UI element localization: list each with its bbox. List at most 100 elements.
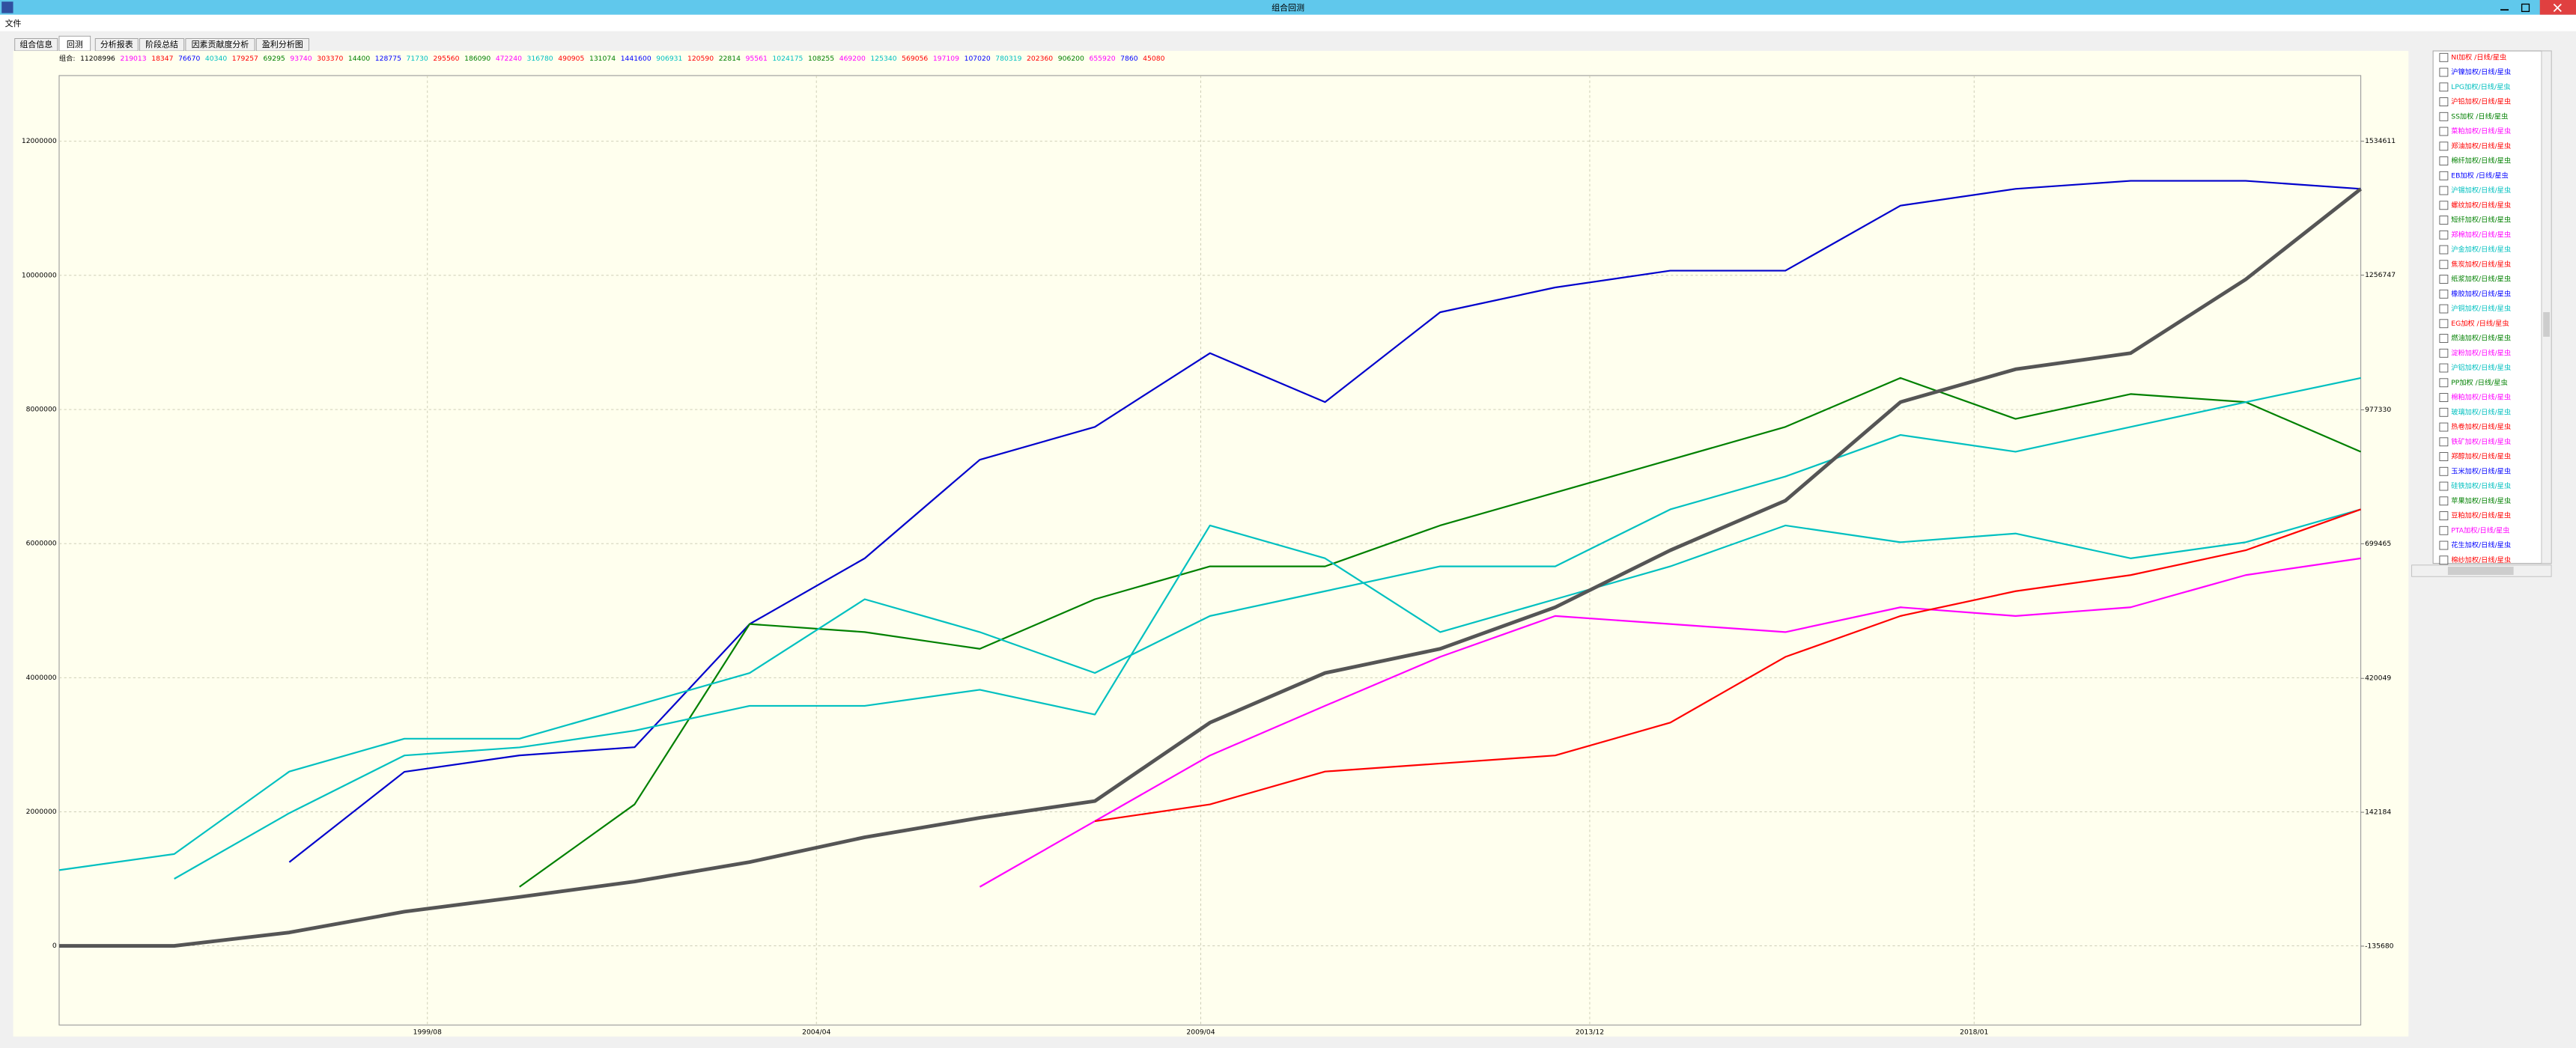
checkbox[interactable] — [2439, 156, 2449, 165]
instrument-label[interactable]: 纸浆加权/日线/星虫 — [2451, 275, 2511, 284]
checkbox[interactable] — [2439, 511, 2449, 520]
checkbox[interactable] — [2439, 481, 2449, 491]
instrument-label[interactable]: 玉米加权/日线/星虫 — [2451, 466, 2511, 475]
checkbox[interactable] — [2439, 67, 2449, 77]
instrument-label[interactable]: 沪铅加权/日线/星虫 — [2451, 97, 2511, 106]
checkbox[interactable] — [2439, 363, 2449, 373]
title-bar — [0, 0, 2576, 15]
instrument-label[interactable]: 热卷加权/日线/星虫 — [2451, 422, 2511, 431]
tab-label[interactable]: 分析报表 — [100, 39, 133, 49]
instrument-label[interactable]: 焦炭加权/日线/星虫 — [2451, 260, 2511, 269]
checkbox[interactable] — [2439, 304, 2449, 314]
instrument-label[interactable]: EB加权 /日线/星虫 — [2451, 171, 2508, 180]
instrument-label[interactable]: 短纤加权/日线/星虫 — [2451, 216, 2511, 225]
plot-frame — [58, 75, 2362, 1026]
checkbox[interactable] — [2439, 82, 2449, 92]
checkbox[interactable] — [2439, 407, 2449, 417]
tab-label[interactable]: 盈利分析图 — [262, 39, 303, 49]
instrument-label[interactable]: 橡胶加权/日线/星虫 — [2451, 289, 2511, 298]
instrument-label[interactable]: 沪铜加权/日线/星虫 — [2451, 304, 2511, 313]
y2-tick-label: 1534611 — [2365, 137, 2396, 145]
checkbox[interactable] — [2439, 437, 2449, 447]
instrument-label[interactable]: 棉粕加权/日线/星虫 — [2451, 393, 2511, 402]
checkbox[interactable] — [2439, 245, 2449, 255]
checkbox[interactable] — [2439, 201, 2449, 210]
checkbox[interactable] — [2439, 216, 2449, 225]
checkbox[interactable] — [2439, 422, 2449, 432]
checkbox[interactable] — [2439, 275, 2449, 284]
v-scroll-thumb[interactable] — [2543, 311, 2550, 337]
y2-tick-label: 977330 — [2365, 406, 2391, 414]
instrument-label[interactable]: 沪镍加权/日线/星虫 — [2451, 67, 2511, 76]
checkbox[interactable] — [2439, 393, 2449, 402]
checkbox[interactable] — [2439, 97, 2449, 106]
checkbox[interactable] — [2439, 260, 2449, 269]
instrument-label[interactable]: 豆粕加权/日线/星虫 — [2451, 511, 2511, 520]
checkbox[interactable] — [2439, 452, 2449, 461]
checkbox[interactable] — [2439, 230, 2449, 240]
instrument-label[interactable]: 硅铁加权/日线/星虫 — [2451, 481, 2511, 490]
instrument-label[interactable]: 菜粕加权/日线/星虫 — [2451, 127, 2511, 135]
y2-tick-label: 1256747 — [2365, 271, 2396, 279]
instrument-label[interactable]: 苹果加权/日线/星虫 — [2451, 496, 2511, 505]
tab-label[interactable]: 组合信息 — [19, 39, 52, 49]
header-value: 219013 — [120, 54, 146, 62]
instrument-label[interactable]: 铁矿加权/日线/星虫 — [2451, 437, 2511, 446]
tab-label[interactable]: 因素贡献度分析 — [192, 39, 249, 49]
checkbox[interactable] — [2439, 52, 2449, 62]
instrument-label[interactable]: 郑醇加权/日线/星虫 — [2451, 452, 2511, 461]
header-value: 69295 — [264, 54, 285, 62]
checkbox[interactable] — [2439, 186, 2449, 195]
header-value: 316780 — [527, 54, 553, 62]
header-value: 197109 — [933, 54, 959, 62]
h-scroll-thumb[interactable] — [2447, 567, 2514, 576]
instrument-label[interactable]: 玻璃加权/日线/星虫 — [2451, 407, 2511, 416]
header-label: 组合: — [59, 53, 76, 62]
instrument-label[interactable]: 淀粉加权/日线/星虫 — [2451, 348, 2511, 357]
instrument-label[interactable]: 沪金加权/日线/星虫 — [2451, 245, 2511, 254]
checkbox[interactable] — [2439, 378, 2449, 388]
checkbox[interactable] — [2439, 466, 2449, 476]
checkbox[interactable] — [2439, 127, 2449, 136]
instrument-label[interactable]: NI加权 /日线/星虫 — [2451, 52, 2506, 61]
checkbox[interactable] — [2439, 334, 2449, 343]
checkbox[interactable] — [2439, 496, 2449, 506]
x-tick-label: 1999/08 — [413, 1029, 442, 1037]
instrument-label[interactable]: 燃油加权/日线/星虫 — [2451, 334, 2511, 343]
instrument-label[interactable]: EG加权 /日线/星虫 — [2451, 319, 2509, 328]
checkbox[interactable] — [2439, 319, 2449, 329]
restore-button[interactable] — [2521, 3, 2530, 13]
instrument-label[interactable]: 郑棉加权/日线/星虫 — [2451, 230, 2511, 239]
instrument-label[interactable]: 棉纤加权/日线/星虫 — [2451, 156, 2511, 165]
header-value: 780319 — [995, 54, 1021, 62]
instrument-label[interactable]: 棉纱加权/日线/星虫 — [2451, 555, 2511, 564]
checkbox[interactable] — [2439, 289, 2449, 299]
instrument-label[interactable]: PP加权 /日线/星虫 — [2451, 378, 2507, 387]
instrument-label[interactable]: 螺纹加权/日线/星虫 — [2451, 201, 2511, 210]
instrument-label[interactable]: 郑油加权/日线/星虫 — [2451, 141, 2511, 150]
y-tick-label: 2000000 — [26, 808, 57, 816]
instrument-label[interactable]: SS加权 /日线/星虫 — [2451, 112, 2508, 121]
instrument-label[interactable]: LPG加权/日线/星虫 — [2451, 82, 2510, 91]
tab-label[interactable]: 阶段总结 — [145, 39, 178, 49]
instrument-label[interactable]: 沪锡加权/日线/星虫 — [2451, 186, 2511, 195]
header-value: 128775 — [375, 54, 401, 62]
header-value: 179257 — [232, 54, 258, 62]
checkbox[interactable] — [2439, 525, 2449, 535]
header-value: 906200 — [1058, 54, 1084, 62]
checkbox[interactable] — [2439, 555, 2449, 565]
checkbox[interactable] — [2439, 141, 2449, 151]
checkbox[interactable] — [2439, 348, 2449, 358]
checkbox[interactable] — [2439, 540, 2449, 550]
menu-item[interactable]: 文件 — [5, 18, 22, 28]
checkbox[interactable] — [2439, 112, 2449, 121]
instrument-label[interactable]: 沪铝加权/日线/星虫 — [2451, 363, 2511, 372]
header-value: 107020 — [965, 54, 991, 62]
checkbox[interactable] — [2439, 171, 2449, 180]
x-tick-label: 2004/04 — [802, 1029, 830, 1037]
window-buttons[interactable] — [2500, 0, 2576, 15]
v-scrollbar[interactable] — [2541, 50, 2552, 564]
instrument-label[interactable]: 花生加权/日线/星虫 — [2451, 540, 2511, 549]
tab-label[interactable]: 回测 — [67, 40, 83, 49]
instrument-label[interactable]: PTA加权/日线/星虫 — [2451, 525, 2509, 534]
